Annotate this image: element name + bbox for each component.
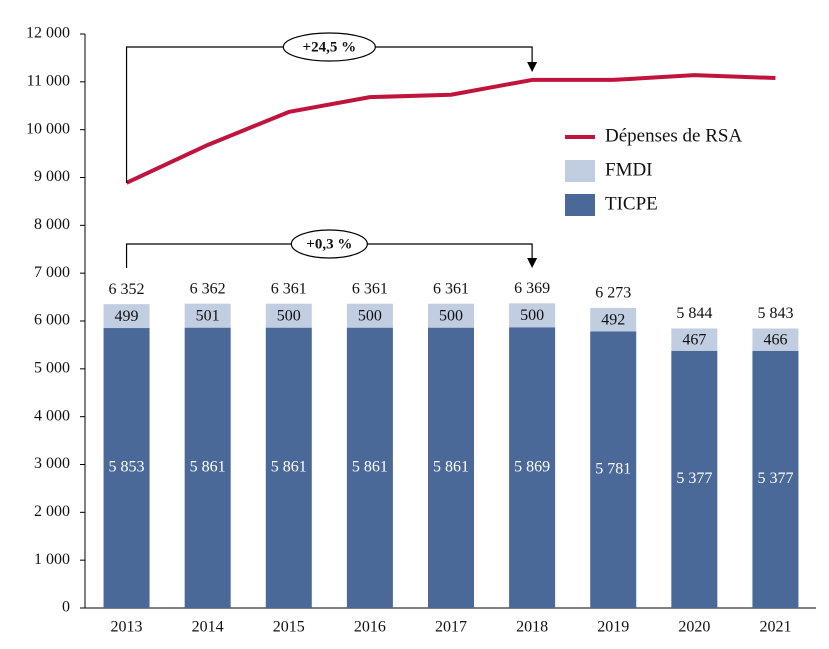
- y-tick-label: 2 000: [34, 503, 70, 520]
- legend-swatch: [565, 194, 595, 216]
- value-label: 5 861: [190, 458, 226, 475]
- x-tick-label: 2017: [435, 619, 467, 636]
- y-tick-label: 5 000: [34, 360, 70, 377]
- y-tick-label: 4 000: [34, 407, 70, 424]
- value-label: 492: [601, 311, 625, 328]
- annotation-bubble: [282, 32, 376, 62]
- value-label: 499: [115, 308, 139, 325]
- line: [125, 73, 776, 185]
- y-tick-label: 9 000: [34, 168, 70, 185]
- bar-segment: [752, 328, 799, 351]
- annotation-arrow: [527, 258, 538, 268]
- bar-segment: [184, 303, 231, 328]
- value-label: 500: [439, 307, 463, 324]
- y-tick-label: 6 000: [34, 312, 70, 329]
- y-tick-label: 10 000: [26, 120, 70, 137]
- y-tick-label: 12 000: [26, 25, 70, 42]
- bar-segment: [590, 331, 637, 608]
- bar-segment: [265, 303, 312, 328]
- x-tick-label: 2018: [516, 619, 548, 636]
- y-tick-label: 0: [62, 599, 70, 616]
- x-tick-label: 2015: [273, 619, 305, 636]
- value-label: 501: [196, 307, 220, 324]
- bar-segment: [509, 327, 556, 608]
- total-label: 5 843: [757, 305, 793, 322]
- total-label: 6 361: [271, 280, 307, 297]
- value-label: 5 781: [595, 460, 631, 477]
- annotation-text: +0,3 %: [306, 236, 352, 252]
- bar-segment: [265, 327, 312, 608]
- value-label: 500: [520, 307, 544, 324]
- bar-segment: [509, 303, 556, 328]
- bar-segment: [103, 328, 150, 608]
- value-label: 5 869: [514, 458, 550, 475]
- total-label: 6 361: [433, 280, 469, 297]
- y-tick-label: 1 000: [34, 551, 70, 568]
- bar-segment: [671, 350, 718, 608]
- value-label: 5 377: [676, 470, 712, 487]
- legend-label: Dépenses de RSA: [605, 125, 742, 146]
- value-label: 500: [277, 307, 301, 324]
- total-label: 6 361: [352, 280, 388, 297]
- total-label: 6 352: [109, 281, 145, 298]
- value-label: 467: [682, 331, 706, 348]
- total-label: 5 844: [676, 305, 712, 322]
- legend-swatch: [565, 160, 595, 182]
- value-label: 5 853: [109, 459, 145, 476]
- value-label: 5 861: [433, 458, 469, 475]
- value-label: 466: [763, 331, 787, 348]
- total-label: 6 369: [514, 280, 550, 297]
- bar-segment: [671, 328, 718, 351]
- annotation-text: +24,5 %: [303, 39, 357, 55]
- bar-segment: [103, 304, 150, 329]
- value-label: 5 377: [757, 470, 793, 487]
- y-tick-label: 3 000: [34, 455, 70, 472]
- legend-label: TICPE: [605, 193, 658, 214]
- bar-segment: [184, 327, 231, 608]
- x-tick-label: 2019: [597, 619, 629, 636]
- x-tick-label: 2016: [354, 619, 386, 636]
- annotation-bracket: [125, 46, 533, 183]
- bar-segment: [428, 303, 474, 328]
- bar-segment: [752, 350, 799, 608]
- value-label: 5 861: [352, 458, 388, 475]
- y-tick-label: 11 000: [27, 73, 70, 90]
- bar-segment: [346, 327, 393, 608]
- x-tick-label: 2014: [192, 619, 224, 636]
- total-label: 6 362: [190, 280, 226, 297]
- y-tick-label: 8 000: [34, 216, 70, 233]
- value-label: 500: [358, 307, 382, 324]
- bar-segment: [346, 303, 393, 328]
- x-tick-label: 2013: [111, 619, 143, 636]
- x-tick-label: 2021: [759, 619, 791, 636]
- value-label: 5 861: [271, 458, 307, 475]
- annotation-arrow: [527, 62, 538, 72]
- y-tick-label: 7 000: [34, 264, 70, 281]
- total-label: 6 273: [595, 285, 631, 302]
- x-tick-label: 2020: [678, 619, 710, 636]
- bar-segment: [428, 327, 474, 608]
- legend-label: FMDI: [605, 159, 653, 180]
- annotation-bubble: [290, 229, 368, 259]
- bar-segment: [590, 307, 637, 332]
